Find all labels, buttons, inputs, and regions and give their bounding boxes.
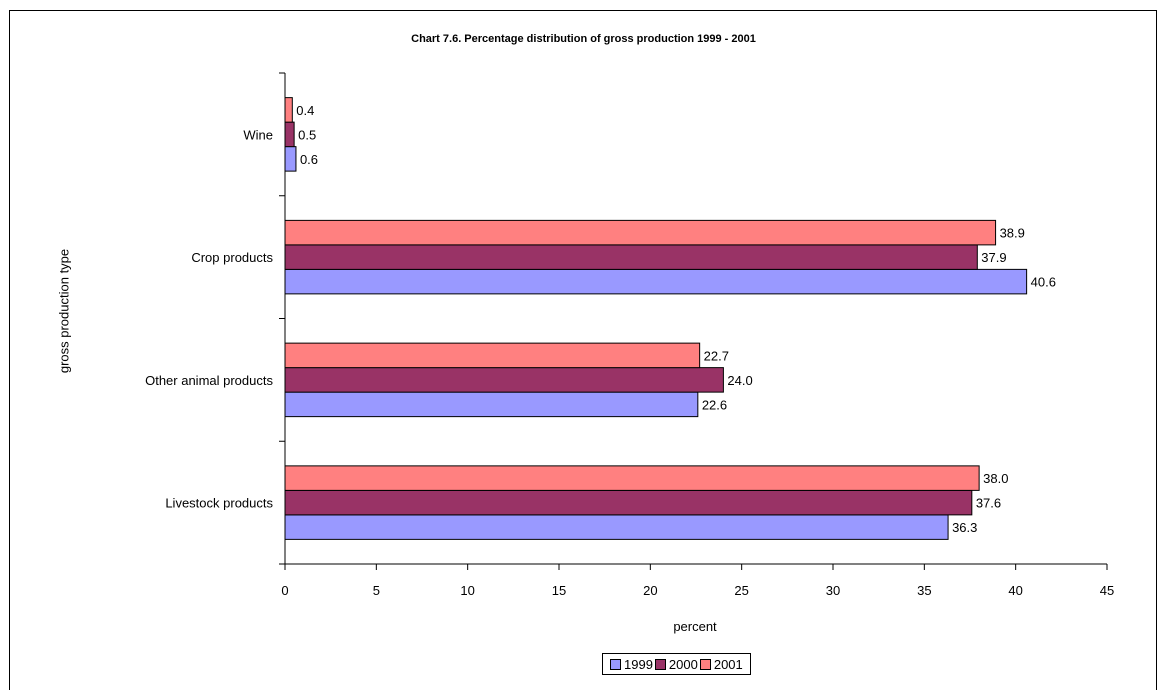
data-label-2000: 24.0 (727, 373, 752, 388)
y-category-label: Other animal products (145, 373, 273, 388)
y-category-label: Livestock products (165, 496, 273, 511)
x-tick-label: 25 (734, 583, 748, 598)
data-label-2000: 0.5 (298, 127, 316, 142)
x-axis-label: percent (673, 619, 717, 634)
legend-label-2001: 2001 (713, 656, 743, 672)
x-tick-label: 10 (460, 583, 474, 598)
x-tick-label: 45 (1100, 583, 1114, 598)
legend-swatch-2000 (654, 658, 666, 670)
x-tick-label: 20 (643, 583, 657, 598)
bar-2000 (284, 367, 724, 393)
legend-label-1999: 1999 (624, 656, 653, 672)
chart-frame (9, 10, 1157, 690)
data-label-2001: 38.9 (1000, 226, 1025, 241)
bar-2001 (284, 465, 980, 491)
data-label-2001: 38.0 (983, 471, 1008, 486)
bar-2000 (284, 489, 973, 516)
bar-2000 (284, 121, 295, 148)
legend-swatch-2001 (699, 658, 711, 670)
bar-1999 (284, 391, 699, 418)
x-tick-label: 5 (373, 583, 380, 598)
data-label-1999: 36.3 (952, 520, 977, 535)
data-label-1999: 22.6 (702, 397, 727, 412)
bar-2001 (284, 97, 293, 123)
x-tick-label: 15 (552, 583, 566, 598)
legend-label-2000: 2000 (668, 656, 698, 672)
x-tick-label: 30 (826, 583, 840, 598)
legend-item-2000: 2000 (654, 656, 698, 672)
bar-2001 (284, 219, 997, 246)
data-label-2001: 0.4 (296, 103, 314, 118)
data-label-1999: 0.6 (300, 152, 318, 167)
bar-1999 (284, 268, 1028, 295)
data-label-2001: 22.7 (704, 348, 729, 363)
bar-2001 (284, 342, 701, 369)
legend-swatch-1999 (610, 658, 621, 670)
legend: 1999 2000 2001 (602, 653, 751, 675)
bar-1999 (284, 514, 949, 540)
data-label-2000: 37.9 (981, 250, 1006, 265)
bar-1999 (284, 146, 297, 172)
data-label-2000: 37.6 (976, 496, 1001, 511)
x-tick-label: 40 (1008, 583, 1022, 598)
legend-item-2001: 2001 (699, 656, 743, 672)
x-tick-label: 0 (281, 583, 288, 598)
data-label-1999: 40.6 (1031, 275, 1056, 290)
y-category-label: Crop products (191, 250, 273, 265)
bar-2000 (284, 244, 978, 270)
legend-item-1999: 1999 (610, 657, 653, 672)
y-category-label: Wine (243, 127, 273, 142)
chart-title: Chart 7.6. Percentage distribution of gr… (411, 33, 756, 45)
x-tick-label: 35 (917, 583, 931, 598)
